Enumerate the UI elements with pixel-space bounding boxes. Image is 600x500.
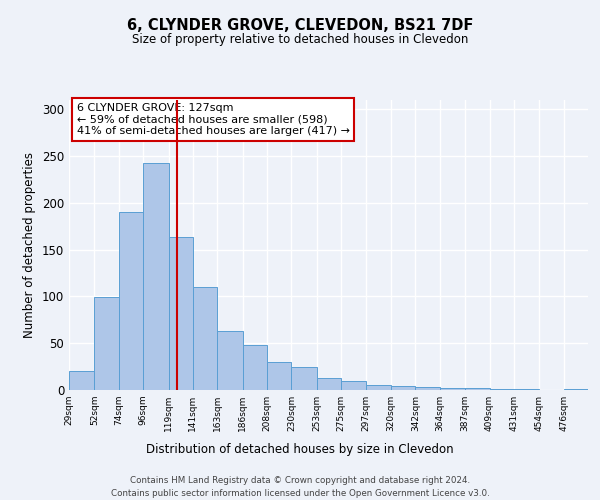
Bar [563,389,588,390]
Bar [292,366,317,390]
Bar [391,386,415,390]
Bar [119,212,143,390]
Text: 6 CLYNDER GROVE: 127sqm
← 59% of detached houses are smaller (598)
41% of semi-d: 6 CLYNDER GROVE: 127sqm ← 59% of detache… [77,103,350,136]
Bar [69,372,94,390]
Bar [440,388,465,390]
Bar [267,362,292,390]
Bar [217,331,243,390]
Bar [169,236,193,390]
Bar [365,386,391,390]
Bar [193,287,217,390]
Text: Contains public sector information licensed under the Open Government Licence v3: Contains public sector information licen… [110,489,490,498]
Bar [415,387,440,390]
Bar [465,388,490,390]
Bar [490,389,514,390]
Bar [94,298,119,390]
Bar [317,378,341,390]
Text: Contains HM Land Registry data © Crown copyright and database right 2024.: Contains HM Land Registry data © Crown c… [130,476,470,485]
Text: 6, CLYNDER GROVE, CLEVEDON, BS21 7DF: 6, CLYNDER GROVE, CLEVEDON, BS21 7DF [127,18,473,32]
Bar [341,380,365,390]
Text: Size of property relative to detached houses in Clevedon: Size of property relative to detached ho… [132,32,468,46]
Text: Distribution of detached houses by size in Clevedon: Distribution of detached houses by size … [146,442,454,456]
Bar [143,162,169,390]
Y-axis label: Number of detached properties: Number of detached properties [23,152,37,338]
Bar [514,389,539,390]
Bar [243,345,267,390]
